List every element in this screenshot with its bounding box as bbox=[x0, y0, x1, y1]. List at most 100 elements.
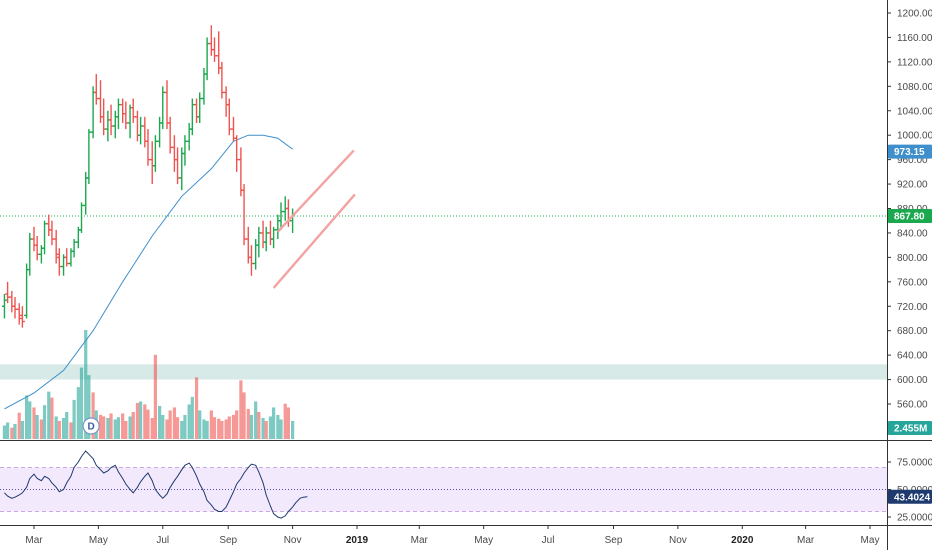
volume-bar bbox=[254, 401, 258, 439]
volume-bar bbox=[135, 402, 140, 439]
volume-bar bbox=[121, 413, 125, 439]
volume-bar bbox=[239, 380, 243, 439]
time-month-label: Jul bbox=[542, 535, 555, 546]
moving-average-line bbox=[4, 134, 293, 410]
volume-bar bbox=[143, 404, 147, 439]
time-month-label: Mar bbox=[411, 535, 429, 546]
ma-value-badge-bg bbox=[888, 144, 932, 159]
price-tick-label: 600.00 bbox=[897, 375, 928, 386]
volume-bar bbox=[28, 401, 32, 439]
volume-bar bbox=[54, 416, 58, 439]
volume-bar bbox=[246, 408, 250, 439]
volume-bar bbox=[72, 399, 76, 439]
volume-bar bbox=[202, 419, 206, 439]
time-month-label: Sep bbox=[605, 535, 623, 546]
ohlc-bar bbox=[16, 303, 22, 325]
volume-bar bbox=[87, 375, 91, 439]
volume-bar bbox=[261, 417, 265, 439]
price-tick-label: 680.00 bbox=[897, 326, 928, 337]
volume-bar bbox=[47, 391, 51, 439]
time-month-label: May bbox=[861, 535, 880, 546]
price-tick-label: 920.00 bbox=[897, 180, 928, 191]
support-zone bbox=[0, 364, 887, 380]
volume-bar bbox=[286, 407, 290, 439]
volume-bar bbox=[190, 396, 194, 439]
volume-value-badge: 2.455M bbox=[888, 421, 932, 435]
volume-bar bbox=[279, 419, 283, 439]
volume-bar bbox=[198, 410, 202, 439]
volume-bar bbox=[76, 387, 80, 439]
volume-bar bbox=[212, 417, 217, 439]
volume-bar bbox=[39, 419, 43, 439]
volume-bar bbox=[84, 330, 88, 439]
volume-bar bbox=[102, 416, 106, 439]
rsi-value-badge: 43.4024 bbox=[888, 489, 932, 504]
price-tick-label: 960.00 bbox=[897, 155, 928, 166]
volume-value-badge-text: 2.455M bbox=[894, 424, 927, 435]
price-tick-label: 1080.00 bbox=[897, 82, 932, 93]
volume-bar bbox=[168, 410, 172, 439]
volume-bar bbox=[257, 411, 261, 439]
volume-bar bbox=[109, 413, 113, 439]
volume-bar bbox=[231, 414, 236, 439]
volume-bar bbox=[187, 404, 191, 439]
volume-bar bbox=[6, 422, 10, 439]
price-tick-label: 800.00 bbox=[897, 253, 928, 264]
ohlc-bar bbox=[19, 306, 25, 328]
volume-bar bbox=[17, 412, 21, 439]
volume-bar bbox=[235, 410, 239, 439]
volume-bar bbox=[2, 425, 7, 439]
volume-bar bbox=[165, 419, 169, 439]
volume-bar bbox=[116, 417, 121, 439]
time-month-label: Mar bbox=[25, 535, 43, 546]
volume-bar bbox=[276, 414, 280, 439]
volume-bar bbox=[146, 409, 150, 439]
volume-value-badge-bg bbox=[888, 421, 932, 435]
last-price-badge-bg bbox=[888, 208, 932, 223]
volume-bar bbox=[209, 410, 213, 439]
volume-bar bbox=[106, 417, 110, 439]
time-month-label: Mar bbox=[797, 535, 815, 546]
volume-bar bbox=[175, 417, 180, 439]
volume-bar bbox=[69, 422, 73, 439]
volume-bar bbox=[268, 416, 273, 439]
dividend-marker bbox=[82, 417, 100, 435]
last-price-badge-text: 867.80 bbox=[894, 211, 925, 222]
rsi-tick-label: 75.0000 bbox=[897, 458, 932, 469]
rsi-line bbox=[4, 450, 308, 519]
volume-bar bbox=[20, 420, 24, 439]
volume-bar bbox=[283, 403, 287, 439]
volume-bar bbox=[264, 420, 268, 439]
volume-bar bbox=[35, 414, 39, 439]
volume-bar bbox=[249, 414, 254, 439]
time-month-label: May bbox=[89, 535, 108, 546]
time-month-label: Sep bbox=[219, 535, 237, 546]
volume-bar bbox=[183, 414, 187, 439]
volume-bar bbox=[79, 367, 84, 439]
channel-lower-line bbox=[272, 193, 356, 289]
price-tick-label: 720.00 bbox=[897, 302, 928, 313]
volume-bar bbox=[180, 420, 184, 439]
rsi-value-badge-text: 43.4024 bbox=[894, 492, 931, 503]
price-tick-label: 640.00 bbox=[897, 351, 928, 362]
volume-bar bbox=[227, 416, 231, 439]
volume-bar bbox=[150, 417, 154, 439]
price-tick-label: 1000.00 bbox=[897, 131, 932, 142]
volume-bar bbox=[13, 423, 17, 439]
volume-bar bbox=[61, 417, 66, 439]
volume-bar bbox=[124, 420, 128, 439]
price-tick-label: 1200.00 bbox=[897, 9, 932, 20]
volume-bar bbox=[217, 418, 221, 439]
volume-bar bbox=[42, 405, 47, 439]
volume-bar bbox=[224, 419, 228, 439]
volume-bar bbox=[272, 407, 276, 439]
price-tick-label: 560.00 bbox=[897, 400, 928, 411]
time-month-label: Nov bbox=[284, 535, 302, 546]
volume-bar bbox=[98, 414, 103, 439]
volume-bar bbox=[128, 416, 132, 439]
volume-bar bbox=[194, 377, 199, 439]
volume-bar bbox=[113, 419, 117, 439]
